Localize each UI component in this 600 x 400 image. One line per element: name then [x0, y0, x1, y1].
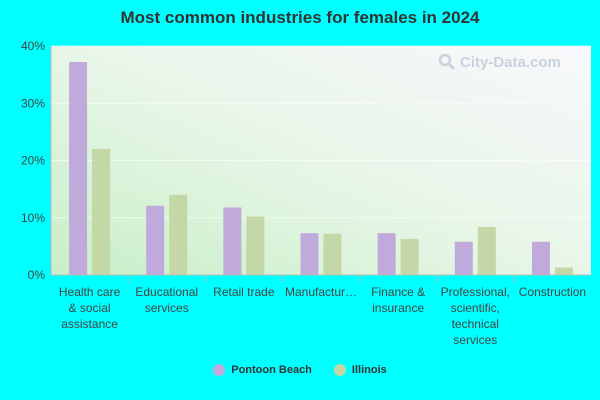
- y-tick-label: 30%: [21, 96, 45, 110]
- bar-illinois[interactable]: [323, 233, 342, 275]
- legend: Pontoon Beach Illinois: [0, 364, 600, 376]
- y-tick-label: 20%: [21, 154, 45, 168]
- y-tick-label: 10%: [21, 211, 45, 225]
- x-tick-label: Retail trade: [213, 285, 275, 299]
- legend-swatch-pontoon-beach: [213, 364, 226, 376]
- bar-pontoon-beach[interactable]: [69, 62, 88, 275]
- x-tick-label: Educational services: [135, 285, 198, 315]
- legend-item-illinois[interactable]: Illinois: [333, 364, 387, 376]
- y-tick-label: 0%: [28, 268, 46, 282]
- y-tick-label: 40%: [21, 39, 45, 53]
- bar-pontoon-beach[interactable]: [300, 233, 319, 275]
- gridlines: [51, 45, 591, 219]
- bar-illinois[interactable]: [400, 238, 419, 275]
- chart-title: Most common industries for females in 20…: [120, 8, 480, 27]
- watermark-text: City-Data.com: [460, 53, 561, 71]
- bar-pontoon-beach[interactable]: [223, 207, 242, 275]
- bar-pontoon-beach[interactable]: [146, 205, 165, 275]
- x-tick-label: Manufactur…: [285, 285, 357, 299]
- bar-illinois[interactable]: [246, 216, 265, 275]
- bar-pontoon-beach[interactable]: [454, 241, 473, 275]
- bar-illinois[interactable]: [554, 267, 573, 275]
- search-icon: [438, 53, 456, 71]
- watermark: City-Data.com: [438, 53, 561, 71]
- bar-pontoon-beach[interactable]: [531, 241, 550, 275]
- x-tick-label: Finance & insurance: [371, 285, 425, 315]
- bars: [69, 62, 573, 275]
- legend-item-pontoon-beach[interactable]: Pontoon Beach: [213, 364, 312, 376]
- bar-illinois[interactable]: [92, 149, 111, 275]
- bar-illinois[interactable]: [477, 226, 496, 275]
- bar-pontoon-beach[interactable]: [377, 233, 396, 275]
- legend-swatch-illinois: [333, 364, 346, 376]
- x-tick-label: Health care & social assistance: [59, 285, 121, 331]
- x-tick-label: Construction: [519, 285, 586, 299]
- legend-label-pontoon-beach: Pontoon Beach: [231, 364, 312, 376]
- legend-label-illinois: Illinois: [351, 364, 387, 376]
- x-tick-label: Professional, scientific, technical service…: [441, 285, 510, 347]
- x-axis: Health care & social assistance Educational…: [51, 274, 591, 347]
- bar-illinois[interactable]: [169, 194, 188, 275]
- y-axis: 0% 10% 20% 30% 40%: [21, 39, 52, 282]
